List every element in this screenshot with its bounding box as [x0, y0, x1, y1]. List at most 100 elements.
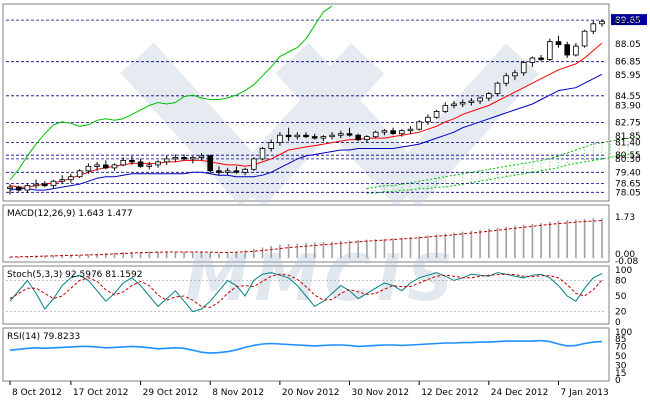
candle-body-8	[76, 170, 83, 178]
candle-body-14	[129, 159, 135, 163]
candle-body-25	[224, 170, 231, 173]
candle-body-12	[111, 164, 118, 169]
candle-body-15	[137, 161, 144, 167]
time-label-2: 29 Oct 2012	[143, 388, 199, 398]
candle-body-64	[564, 44, 570, 56]
candle-body-52	[459, 102, 466, 105]
price-label-81.40: 81.40	[615, 139, 641, 149]
candle-body-60	[529, 57, 536, 63]
candle-body-58	[512, 72, 518, 77]
candle-body-31	[277, 134, 283, 143]
rsi-panel-frame	[2, 327, 610, 382]
price-label-84.55: 84.55	[615, 92, 641, 102]
candle-body-7	[68, 176, 74, 181]
candle-body-44	[390, 130, 396, 135]
candle-body-48	[425, 116, 431, 123]
candle-body-35	[311, 136, 318, 139]
candle-body-23	[207, 155, 214, 172]
candle-body-21	[189, 156, 196, 160]
macd-plot: 1.73 0.00-0.08	[9, 213, 639, 267]
candle-body-67	[590, 23, 597, 32]
price-label-89.57: 89.57	[615, 17, 641, 27]
candle-body-66	[581, 30, 588, 47]
candle-body-50	[442, 105, 449, 112]
time-label-8: 7 Jan 2013	[561, 388, 609, 398]
candle-body-18	[163, 158, 170, 163]
candle-body-39	[346, 133, 353, 136]
price-label-81.85: 81.85	[615, 132, 641, 142]
rsi-axis-label-0: 100	[615, 328, 632, 338]
candle-body-9	[85, 165, 92, 172]
candle-body-49	[433, 111, 440, 118]
price-label-80.55: 80.55	[615, 151, 641, 161]
price-label-82.75: 82.75	[615, 119, 641, 129]
candle-body-16	[146, 164, 153, 167]
candle-body-43	[381, 130, 388, 133]
cloud-upper-line	[366, 136, 637, 190]
price-label-79.40: 79.40	[615, 168, 641, 178]
macd-axis-label-0: 1.73	[615, 213, 635, 223]
candle-body-2	[24, 185, 31, 191]
price-series-line-2	[9, 73, 603, 191]
price-label-78.65: 78.65	[615, 179, 641, 189]
time-label-6: 12 Dec 2012	[421, 388, 479, 398]
candle-body-4	[42, 183, 48, 187]
price-plot	[6, 5, 638, 195]
macd-title: MACD(12,26,9) 1.643 1.477	[7, 209, 133, 219]
candle-body-56	[494, 82, 501, 94]
price-tag-bg-89.65	[611, 14, 647, 26]
rsi-axis-label-1: 85	[615, 335, 626, 345]
candle-body-29	[259, 148, 266, 160]
candle-body-17	[155, 161, 161, 166]
candle-body-37	[329, 134, 335, 138]
candle-body-68	[599, 20, 605, 25]
price-label-89.65: 89.65	[615, 16, 641, 26]
stoch-title: Stoch(5,3,3) 92.5976 81.1592	[7, 270, 142, 280]
watermark-logo-mark	[120, 42, 540, 208]
price-label-83.90: 83.90	[615, 102, 641, 112]
watermark: MMCIS	[120, 42, 540, 316]
candle-body-5	[50, 180, 57, 187]
rsi-line-0	[9, 339, 603, 354]
candle-body-26	[233, 170, 240, 173]
candle-body-57	[503, 75, 509, 84]
candle-body-0	[7, 186, 13, 190]
cloud-lower-line	[366, 152, 637, 194]
price-label-80.30: 80.30	[615, 155, 641, 165]
stoch-axis-label-1: 80	[615, 276, 627, 286]
candle-body-36	[320, 136, 327, 139]
stoch-line-1	[9, 273, 603, 308]
candle-body-46	[407, 128, 414, 132]
candle-body-63	[555, 41, 562, 45]
rsi-axis-label-5: 15	[615, 369, 626, 379]
price-label-86.85: 86.85	[615, 58, 641, 68]
time-label-3: 8 Nov 2012	[212, 388, 264, 398]
rsi-axis-label-6: 0	[615, 376, 621, 386]
stoch-axis-label-2: 50	[615, 292, 627, 302]
candle-body-62	[547, 41, 553, 60]
candle-body-22	[198, 155, 205, 158]
time-label-1: 17 Oct 2012	[73, 388, 129, 398]
time-label-7: 24 Dec 2012	[491, 388, 549, 398]
candle-body-28	[250, 158, 257, 170]
candle-body-27	[242, 168, 248, 173]
candle-body-3	[33, 183, 39, 187]
price-label-88.05: 88.05	[615, 40, 641, 50]
time-axis: 8 Oct 2012 17 Oct 2012 29 Oct 2012 8 Nov 20…	[9, 381, 609, 398]
candle-body-30	[268, 142, 274, 149]
macd-signal-line	[9, 220, 603, 258]
rsi-axis-label-3: 50	[615, 352, 627, 362]
candle-body-61	[538, 57, 544, 60]
candle-body-38	[337, 133, 344, 136]
candle-body-10	[94, 164, 100, 167]
price-label-85.95: 85.95	[615, 71, 641, 81]
candle-body-51	[451, 103, 457, 106]
candle-body-54	[477, 97, 483, 102]
candle-body-20	[181, 156, 187, 160]
stoch-axis-label-4: 0	[615, 318, 621, 328]
candle-body-32	[285, 134, 292, 138]
candle-body-24	[216, 170, 222, 173]
